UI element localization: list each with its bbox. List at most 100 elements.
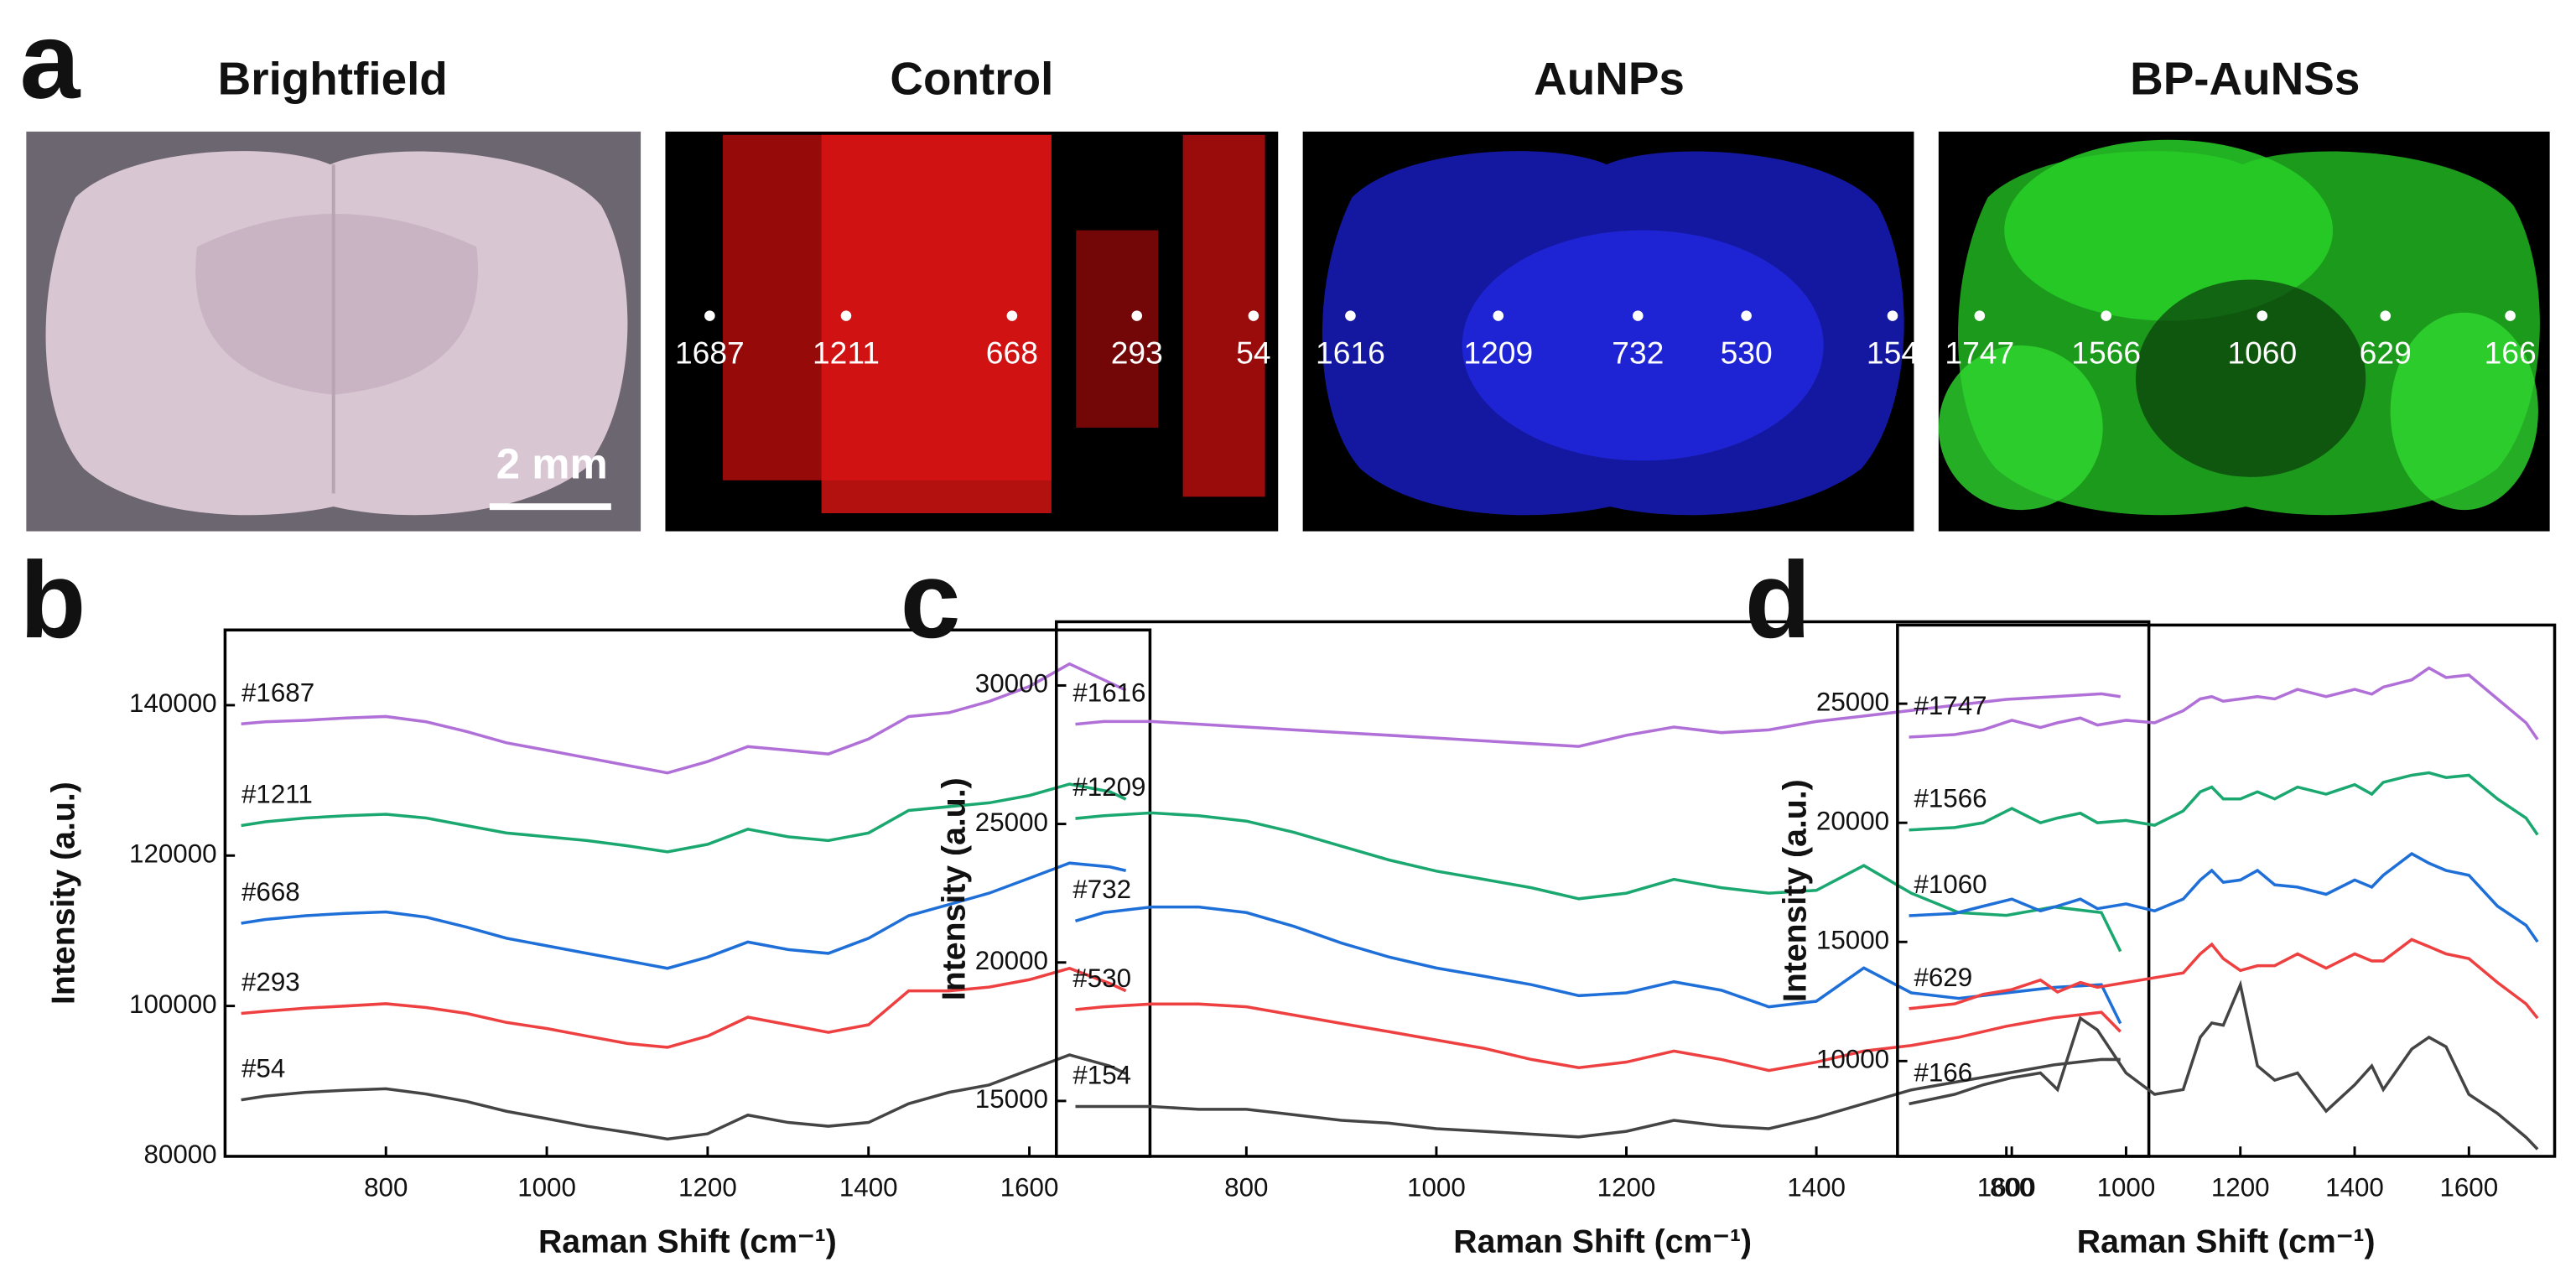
- series-label: #530: [1072, 964, 1131, 993]
- spot: [1741, 310, 1752, 321]
- image-brightfield: [26, 131, 641, 532]
- x-tick-label: 1000: [517, 1172, 576, 1202]
- y-axis-label: Intensity (a.u.): [1778, 779, 1814, 1002]
- spectrum-line: [1075, 1057, 2121, 1139]
- spot: [1345, 310, 1356, 321]
- y-tick-label: 25000: [975, 808, 1048, 837]
- image-title: Control: [890, 53, 1053, 105]
- spectrum-line: [1909, 851, 2539, 943]
- x-tick-label: 1000: [2097, 1172, 2156, 1202]
- x-tick-label: 1400: [839, 1172, 898, 1202]
- series-label: #629: [1914, 963, 1972, 992]
- y-tick-label: 20000: [975, 946, 1048, 975]
- image-title: BP-AuNSs: [2130, 53, 2360, 105]
- x-tick-label: 1000: [1407, 1172, 1466, 1202]
- y-axis-label: Intensity (a.u.): [937, 777, 973, 1000]
- spectrum-line: [241, 966, 1127, 1049]
- panel-label: c: [901, 540, 961, 661]
- spot-label: 530: [1721, 335, 1773, 371]
- x-tick-label: 800: [364, 1172, 408, 1202]
- spot: [1974, 310, 1986, 321]
- y-axis-label: Intensity (a.u.): [46, 782, 82, 1005]
- y-tick-label: 120000: [129, 839, 217, 869]
- y-tick-label: 15000: [975, 1084, 1048, 1114]
- y-tick-label: 25000: [1816, 687, 1889, 716]
- x-tick-label: 1400: [1787, 1172, 1846, 1202]
- panel-label: d: [1745, 540, 1811, 661]
- x-tick-label: 1600: [1977, 1172, 2036, 1202]
- spot: [2257, 310, 2268, 321]
- spectrum-line: [241, 782, 1127, 854]
- spot: [2505, 310, 2516, 321]
- x-axis-label: Raman Shift (cm⁻¹): [2077, 1223, 2376, 1260]
- spot: [2380, 310, 2392, 321]
- plot-frame: [1896, 623, 2557, 1158]
- spectrum-line: [241, 1053, 1127, 1141]
- series-label: #1211: [242, 779, 313, 808]
- series-label: #1566: [1914, 784, 1987, 813]
- y-tick-label: 100000: [129, 990, 217, 1019]
- series-label: #293: [242, 968, 300, 997]
- spectrum-line: [1075, 811, 2122, 953]
- x-tick-label: 1400: [2325, 1172, 2384, 1202]
- spot-label: 1747: [1945, 335, 2014, 371]
- spot-label: 1616: [1316, 335, 1385, 371]
- image-bp-aunss: [1938, 131, 2550, 532]
- x-axis-label: Raman Shift (cm⁻¹): [538, 1223, 837, 1260]
- y-tick-label: 140000: [129, 688, 217, 718]
- spot: [1248, 310, 1259, 321]
- spot-label: 1211: [813, 335, 880, 371]
- spot-label: 54: [1236, 335, 1270, 371]
- x-tick-label: 1200: [2211, 1172, 2270, 1202]
- x-axis-label: Raman Shift (cm⁻¹): [1453, 1223, 1752, 1260]
- x-tick-label: 800: [1224, 1172, 1268, 1202]
- spot-label: 166: [2485, 335, 2537, 371]
- x-tick-label: 1600: [1000, 1172, 1059, 1202]
- spectrum-line: [241, 861, 1127, 970]
- spectrum-line: [1909, 666, 2539, 740]
- spot: [704, 310, 715, 321]
- panel-label: a: [20, 1, 81, 122]
- spot-label: 629: [2360, 335, 2412, 371]
- plot-frame: [1054, 620, 2151, 1158]
- image-title: AuNPs: [1534, 53, 1685, 105]
- spectrum-line: [1075, 1002, 2122, 1073]
- y-tick-label: 15000: [1816, 926, 1889, 955]
- spot: [1131, 310, 1143, 321]
- y-tick-label: 30000: [975, 669, 1048, 699]
- spectrum-line: [1074, 905, 2122, 1025]
- x-tick-label: 1200: [678, 1172, 737, 1202]
- spectrum-line: [241, 662, 1127, 775]
- plot-frame: [223, 628, 1152, 1158]
- series-label: #1747: [1914, 691, 1987, 720]
- spot: [2101, 310, 2111, 321]
- panel-label: b: [20, 540, 86, 661]
- spot-label: 668: [986, 335, 1038, 371]
- spot-label: 1566: [2071, 335, 2141, 371]
- spot-label: 154: [1867, 335, 1919, 371]
- y-tick-label: 10000: [1816, 1045, 1889, 1074]
- y-tick-label: 80000: [143, 1140, 216, 1169]
- series-label: #732: [1072, 875, 1131, 904]
- series-label: #1209: [1072, 772, 1145, 802]
- image-control: [665, 131, 1279, 532]
- spot: [1887, 310, 1898, 321]
- series-label: #1687: [242, 678, 314, 707]
- spot-label: 1687: [675, 335, 745, 371]
- spot-label: 293: [1111, 335, 1163, 371]
- spot-label: 1060: [2227, 335, 2297, 371]
- spot-label: 732: [1612, 335, 1664, 371]
- spot: [1633, 310, 1644, 321]
- x-tick-label: 800: [1990, 1172, 2033, 1202]
- series-label: #668: [242, 877, 300, 906]
- series-label: #54: [242, 1054, 285, 1083]
- image-aunps: [1302, 131, 1914, 532]
- series-label: #154: [1072, 1060, 1131, 1089]
- series-label: #1060: [1914, 870, 1987, 899]
- x-tick-label: 1600: [2439, 1172, 2498, 1202]
- y-tick-label: 20000: [1816, 806, 1889, 835]
- scale-bar-label: 2 mm: [496, 440, 608, 488]
- spectrum-line: [1075, 692, 2121, 748]
- spectrum-line: [1909, 938, 2539, 1020]
